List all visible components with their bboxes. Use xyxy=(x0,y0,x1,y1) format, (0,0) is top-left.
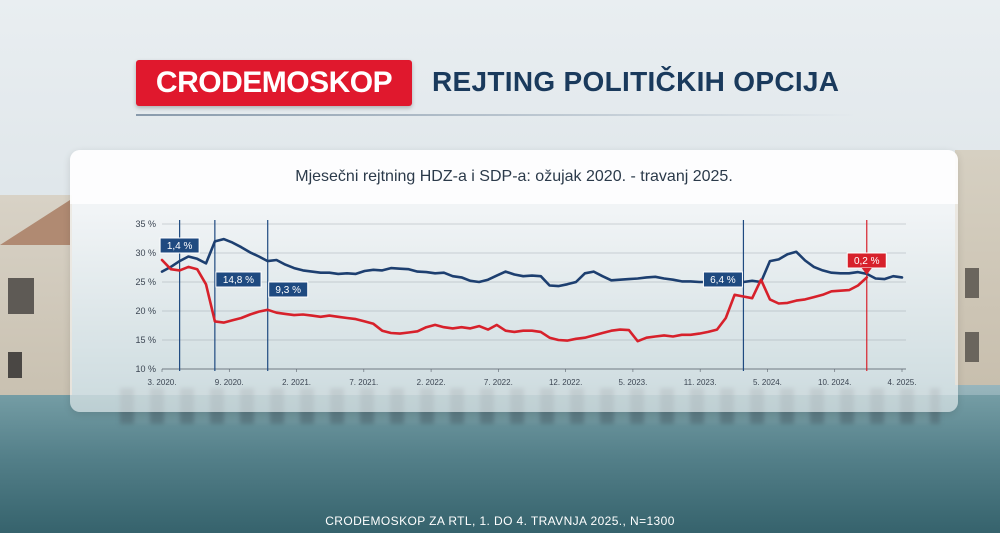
x-tick-label: 5. 2024. xyxy=(753,378,782,387)
x-tick-label: 4. 2025. xyxy=(888,378,917,387)
background-window xyxy=(965,268,979,298)
brand-badge: CRODEMOSKOP xyxy=(136,60,412,106)
annotation-box xyxy=(215,271,262,288)
annotation-box xyxy=(268,281,309,298)
background-square xyxy=(0,395,1000,533)
y-tick-label: 30 % xyxy=(135,248,156,258)
annotation-label: 1,4 % xyxy=(167,241,193,252)
annotation-label: 6,4 % xyxy=(710,275,736,286)
y-tick-label: 10 % xyxy=(135,364,156,374)
x-tick-label: 11. 2023. xyxy=(684,378,717,387)
x-tick-label: 3. 2020. xyxy=(148,378,177,387)
x-tick-label: 2. 2022. xyxy=(417,378,446,387)
footer-source-note: CRODEMOSKOP ZA RTL, 1. DO 4. TRAVNJA 202… xyxy=(325,514,675,528)
y-tick-label: 35 % xyxy=(135,219,156,229)
series-line-blue xyxy=(160,237,904,288)
annotation-box xyxy=(702,271,743,288)
chart-title-box: Mjesečni rejtning HDZ-a i SDP-a: ožujak … xyxy=(70,150,958,204)
x-tick-label: 12. 2022. xyxy=(549,378,582,387)
annotation-label: 9,3 % xyxy=(275,285,301,296)
brand-logo-text: CRODEMOSKOP xyxy=(155,66,393,99)
x-tick-label: 2. 2021. xyxy=(282,378,311,387)
chart-title: Mjesečni rejtning HDZ-a i SDP-a: ožujak … xyxy=(295,168,733,185)
y-tick-label: 15 % xyxy=(135,335,156,345)
background-roof xyxy=(0,200,70,245)
x-tick-label: 7. 2021. xyxy=(349,378,378,387)
chart-card: Mjesečni rejtning HDZ-a i SDP-a: ožujak … xyxy=(70,150,958,412)
x-tick-label: 10. 2024. xyxy=(818,378,851,387)
background-window xyxy=(965,332,979,362)
annotation-box xyxy=(159,237,200,254)
x-tick-label: 5. 2023. xyxy=(618,378,647,387)
y-tick-label: 20 % xyxy=(135,306,156,316)
header-divider xyxy=(136,114,856,116)
background-window xyxy=(8,352,22,378)
x-tick-label: 7. 2022. xyxy=(484,378,513,387)
annotation-pointer xyxy=(861,268,872,275)
x-tick-label: 9. 2020. xyxy=(215,378,244,387)
background-window xyxy=(8,278,34,314)
y-tick-label: 25 % xyxy=(135,277,156,287)
line-chart: 35 % 30 % 25 % 20 % 15 % 10 % 3. 2020. 9. 2020.… xyxy=(135,219,917,387)
page-title: REJTING POLITIČKIH OPCIJA xyxy=(432,66,840,97)
annotation-label: 0,2 % xyxy=(854,256,880,267)
annotation-label: 14,8 % xyxy=(223,275,254,286)
series-line-red xyxy=(160,258,869,343)
